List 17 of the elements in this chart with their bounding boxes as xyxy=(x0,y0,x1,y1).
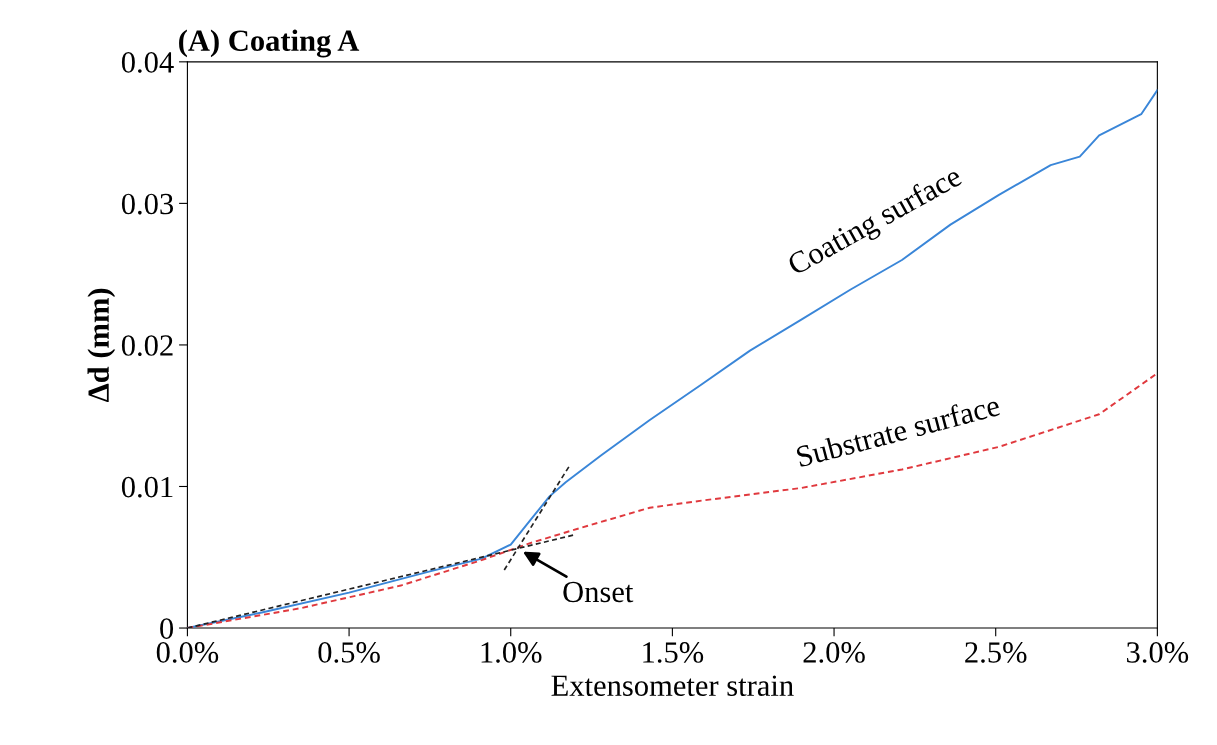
x-tick-label: 3.0% xyxy=(1127,642,1189,663)
y-tick-label: 0 xyxy=(160,618,174,639)
text: Substrate surface xyxy=(795,393,1001,468)
x-axis-title: Extensometer strain xyxy=(551,675,794,696)
x-tick-label: 1.0% xyxy=(481,642,542,663)
y-axis-title: Δd (mm) xyxy=(87,288,116,403)
x-tick-label: 2.5% xyxy=(965,642,1027,663)
y-tick-label: 0.02 xyxy=(121,335,173,356)
x-tick-label: 2.0% xyxy=(803,642,865,663)
annotation: Onset xyxy=(563,581,634,603)
y-tick-label: 0.01 xyxy=(121,476,173,498)
x-tick-label: 1.5% xyxy=(643,642,704,663)
y-tick-label: 0.04 xyxy=(121,52,174,73)
chart-title: (A) Coating A xyxy=(179,29,360,58)
x-tick-label: 0.5% xyxy=(318,642,380,663)
x-tick-label: 0.0% xyxy=(156,642,219,663)
y-tick-label: 0.03 xyxy=(121,193,174,215)
